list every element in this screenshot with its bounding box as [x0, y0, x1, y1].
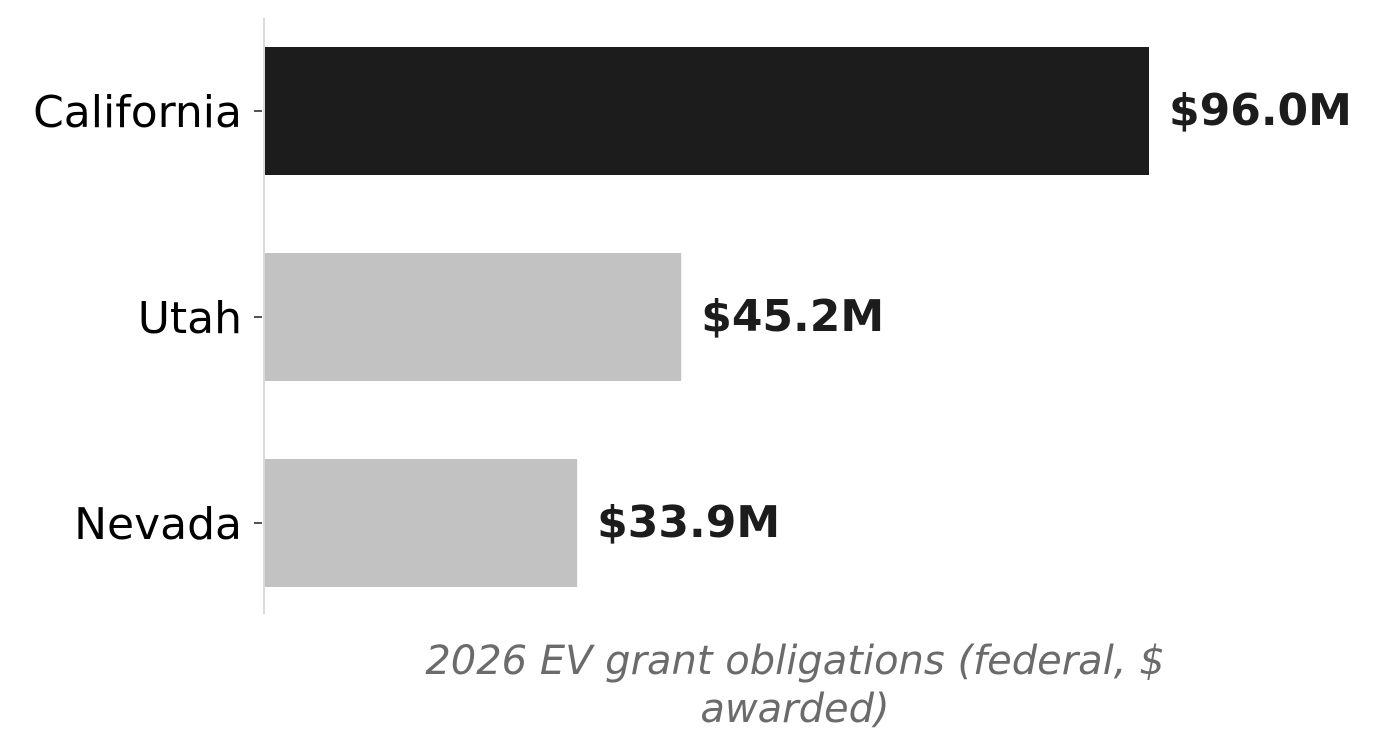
x-axis-label-line-2: awarded) [700, 686, 889, 732]
category-label-california: California [33, 87, 242, 138]
value-labels-group: $96.0M $45.2M $33.9M [597, 85, 1352, 548]
bar-california [265, 47, 1149, 175]
category-label-nevada: Nevada [74, 499, 242, 550]
bars-group [265, 47, 1149, 587]
y-ticks-group [254, 110, 262, 524]
value-label-nevada: $33.9M [597, 497, 780, 548]
category-label-utah: Utah [138, 293, 242, 344]
bar-utah [265, 253, 682, 381]
x-axis-label-line-1: 2026 EV grant obligations (federal, $ [425, 638, 1164, 684]
category-labels-group: California Utah Nevada [33, 87, 242, 550]
value-label-california: $96.0M [1169, 85, 1352, 136]
bar-nevada [265, 459, 578, 587]
value-label-utah: $45.2M [701, 291, 884, 342]
